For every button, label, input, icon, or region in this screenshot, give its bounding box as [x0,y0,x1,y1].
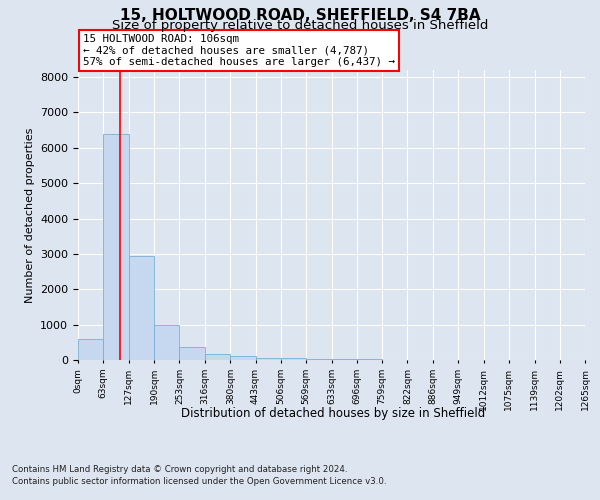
Bar [205,354,230,360]
Bar [281,358,306,360]
Text: Contains public sector information licensed under the Open Government Licence v3: Contains public sector information licen… [12,476,386,486]
Text: 15, HOLTWOOD ROAD, SHEFFIELD, S4 7BA: 15, HOLTWOOD ROAD, SHEFFIELD, S4 7BA [119,8,481,22]
Text: Size of property relative to detached houses in Sheffield: Size of property relative to detached ho… [112,18,488,32]
Bar [179,346,205,360]
Text: Distribution of detached houses by size in Sheffield: Distribution of detached houses by size … [181,408,485,420]
Bar [230,356,256,360]
Bar [78,340,103,360]
Bar [129,256,154,360]
Y-axis label: Number of detached properties: Number of detached properties [25,128,35,302]
Text: Contains HM Land Registry data © Crown copyright and database right 2024.: Contains HM Land Registry data © Crown c… [12,466,347,474]
Bar [306,359,332,360]
Text: 15 HOLTWOOD ROAD: 106sqm
← 42% of detached houses are smaller (4,787)
57% of sem: 15 HOLTWOOD ROAD: 106sqm ← 42% of detach… [83,34,395,67]
Bar [154,326,179,360]
Bar [256,358,281,360]
Bar [103,134,129,360]
